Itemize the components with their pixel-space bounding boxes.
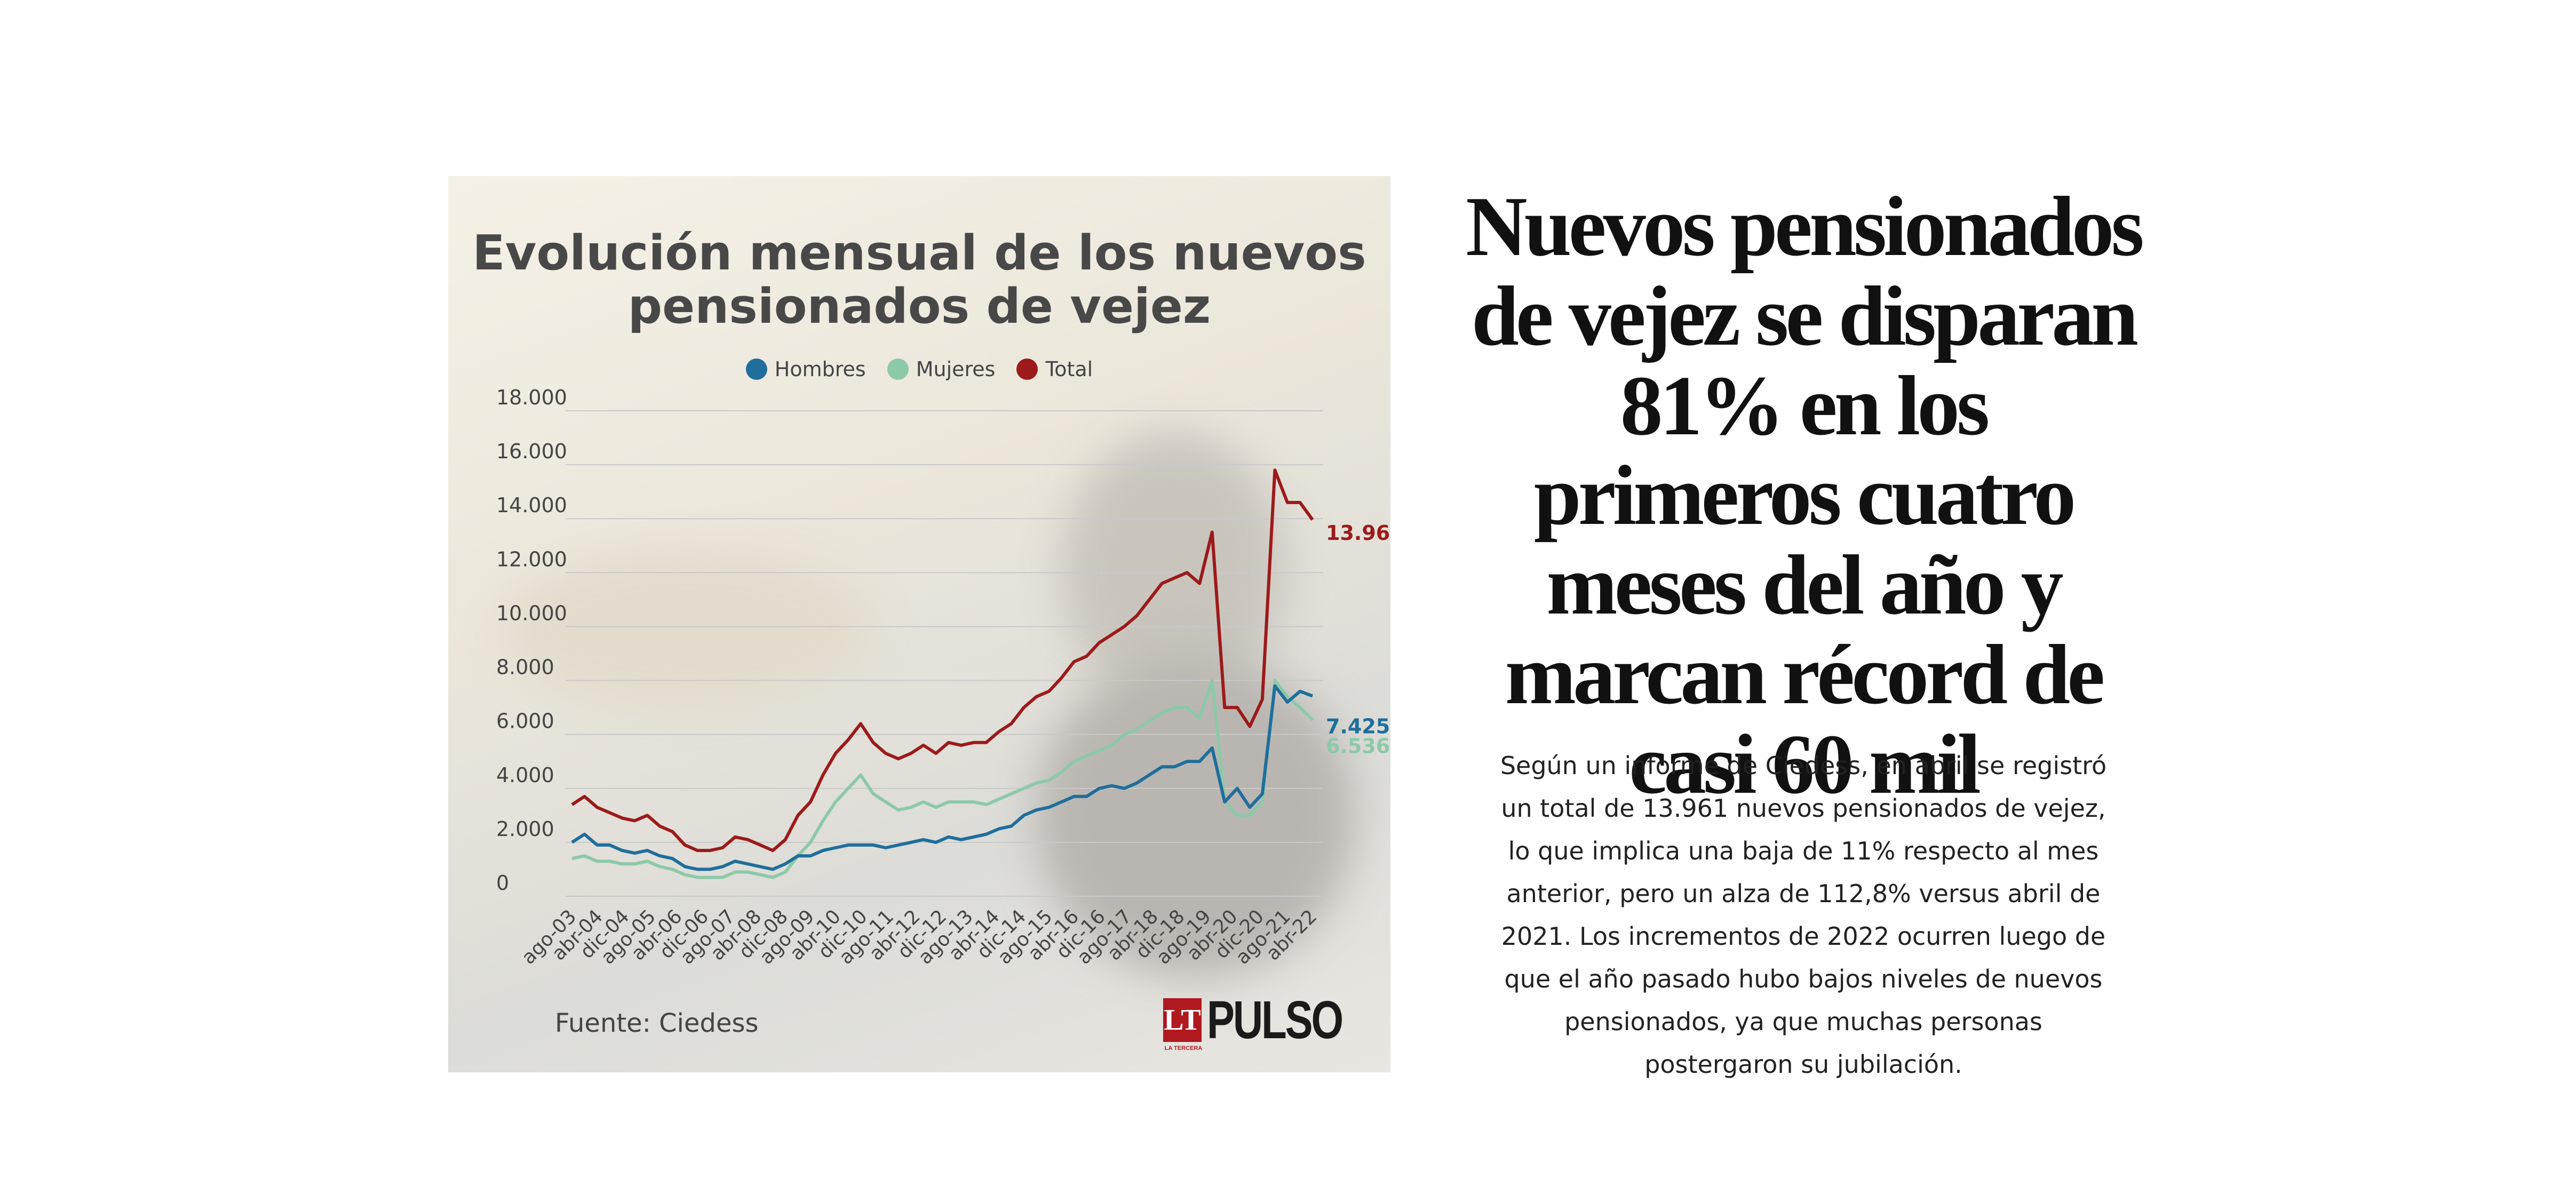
series-line-total: [571, 468, 1314, 853]
legend-dot-total: [1016, 359, 1038, 380]
article-headline: Nuevos pensionados de vejez se disparan …: [1466, 179, 2144, 811]
y-tick-label: 8.000: [496, 656, 554, 679]
legend-item-mujeres: Mujeres: [887, 357, 996, 381]
end-label-hombres: 7.425: [1326, 715, 1390, 738]
article-body: Según un informe de Ciedess, en abril se…: [1500, 751, 2107, 1079]
chart-title-line: pensionados de vejez: [627, 278, 1211, 335]
legend-dot-hombres: [745, 359, 767, 380]
end-label-total: 13.961: [1326, 521, 1390, 545]
y-tick-label: 0: [496, 871, 509, 895]
legend-label-total: Total: [1045, 357, 1093, 381]
y-tick-label: 2.000: [496, 817, 554, 841]
y-tick-label: 4.000: [496, 763, 554, 787]
legend-item-hombres: Hombres: [745, 357, 866, 381]
legend-label-mujeres: Mujeres: [916, 357, 996, 381]
series-lines: [571, 468, 1314, 879]
series-line-hombres: [571, 684, 1314, 871]
lt-logo-mark: LT LA TERCERA: [1163, 998, 1202, 1052]
lt-logo-text: LT: [1164, 1004, 1201, 1037]
source-note: Fuente: Ciedess: [555, 1008, 759, 1038]
y-tick-label: 18.000: [496, 386, 567, 409]
y-tick-label: 14.000: [496, 493, 567, 517]
background-blur: [502, 550, 875, 710]
line-chart: 0 2.000 4.000 6.000 8.000 10.000 12.000 14.000 1…: [496, 386, 1390, 969]
y-tick-label: 16.000: [496, 440, 567, 463]
legend-item-total: Total: [1016, 357, 1093, 381]
chart-title: Evolución mensual de los nuevos pensiona…: [448, 227, 1390, 333]
end-label-mujeres: 6.536: [1326, 735, 1390, 758]
y-tick-label: 12.000: [496, 547, 567, 571]
pulso-wordmark: PULSO: [1207, 990, 1343, 1050]
chart-title-line: Evolución mensual de los nuevos: [472, 225, 1366, 281]
y-tick-label: 6.000: [496, 710, 554, 733]
lt-logo-subtext: LA TERCERA: [1164, 1045, 1203, 1052]
x-axis-ticks: ago-03abr-04dic-04ago-05abr-06dic-06ago-…: [518, 905, 1321, 968]
chart-legend: Hombres Mujeres Total: [448, 357, 1390, 381]
grid-lines: [566, 410, 1323, 897]
y-tick-label: 10.000: [496, 601, 567, 625]
pulso-logo: LT LA TERCERA PULSO: [1163, 990, 1380, 1052]
series-line-mujeres: [571, 679, 1314, 879]
y-axis-ticks: 0 2.000 4.000 6.000 8.000 10.000 12.000 14.000 1…: [496, 386, 567, 895]
legend-dot-mujeres: [887, 359, 909, 380]
chart-card: Evolución mensual de los nuevos pensiona…: [448, 176, 1390, 1072]
legend-label-hombres: Hombres: [774, 357, 866, 381]
